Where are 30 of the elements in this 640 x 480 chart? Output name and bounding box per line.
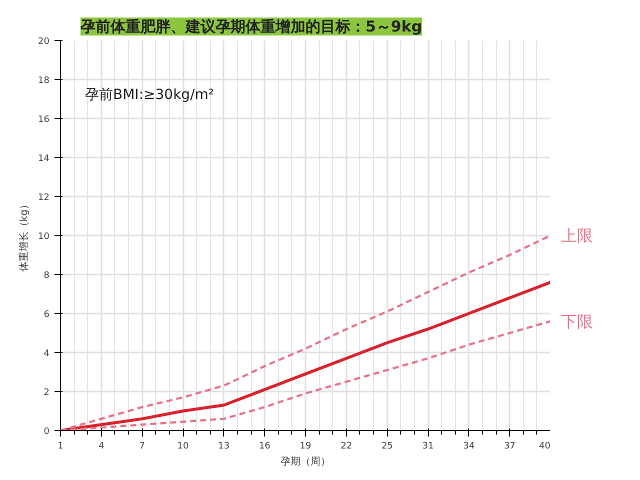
y-tick-label: 20 (38, 37, 50, 47)
x-tick-label: 19 (300, 442, 312, 452)
x-tick-label: 40 (539, 442, 551, 452)
y-tick-label: 6 (44, 310, 50, 320)
x-tick-label: 16 (258, 442, 271, 452)
x-tick-label: 37 (504, 442, 516, 452)
y-axis-title: 体重增长（kg） (18, 199, 30, 272)
y-tick-label: 14 (38, 154, 50, 164)
x-axis-title: 孕期（周） (280, 456, 330, 468)
y-tick-label: 16 (38, 115, 50, 125)
y-tick-label: 2 (44, 388, 50, 398)
x-tick-label: 1 (58, 442, 64, 452)
x-tick-label: 13 (218, 442, 230, 452)
x-tick-label: 10 (177, 442, 189, 452)
y-tick-label: 8 (44, 271, 50, 281)
y-tick-label: 18 (38, 76, 50, 86)
x-tick-label: 4 (98, 442, 104, 452)
x-tick-label: 25 (381, 442, 393, 452)
x-tick-label: 7 (139, 442, 146, 452)
series-label: 下限 (561, 312, 593, 331)
y-tick-label: 12 (38, 193, 50, 203)
y-tick-label: 10 (38, 232, 50, 242)
series-label: 上限 (561, 226, 593, 245)
y-tick-label: 4 (44, 349, 50, 359)
y-tick-label: 0 (44, 427, 50, 437)
chart-title: 孕前体重肥胖、建议孕期体重增加的目标：5～9kg (80, 18, 422, 36)
x-tick-label: 34 (463, 442, 475, 452)
annotation: 孕前BMI:≥30kg/m² (85, 86, 214, 103)
x-tick-label: 22 (340, 442, 352, 452)
x-tick-label: 31 (422, 442, 434, 452)
